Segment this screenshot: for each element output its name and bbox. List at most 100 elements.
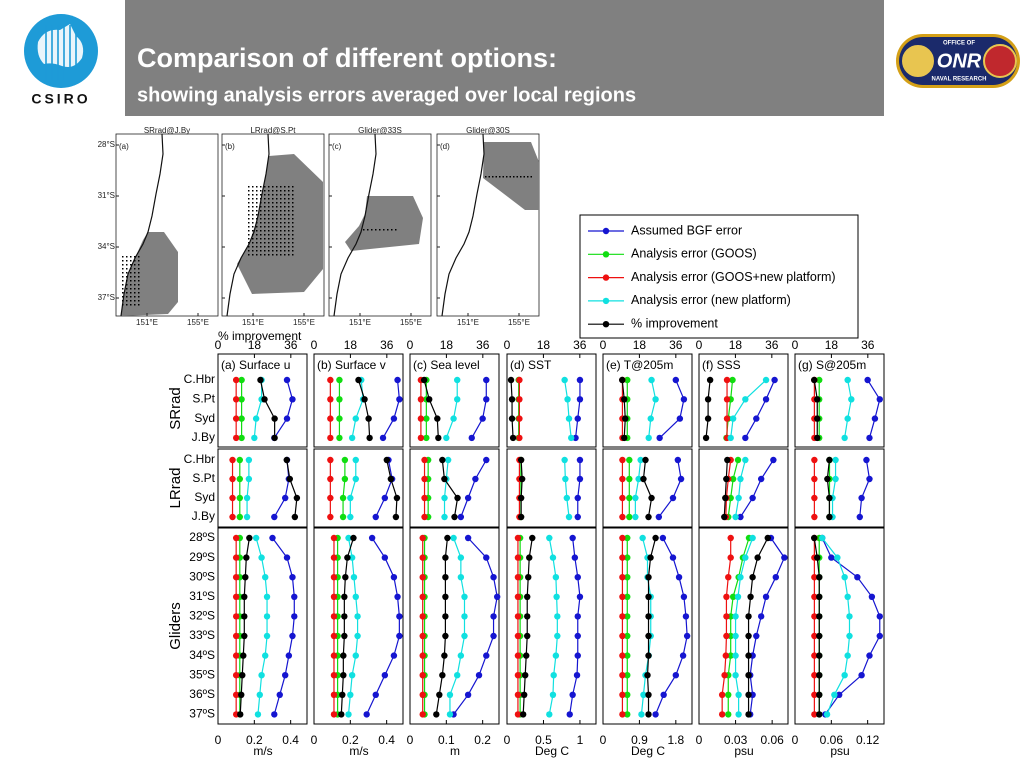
- profile-point: [811, 613, 818, 620]
- profile-point: [441, 513, 448, 521]
- profile-point: [549, 691, 557, 698]
- legend-marker: [602, 227, 610, 235]
- profile-point: [834, 554, 841, 561]
- profile-line: [727, 537, 750, 715]
- panel-frame: [602, 353, 693, 448]
- profile-point: [258, 554, 265, 561]
- profile-point: [446, 691, 454, 698]
- coastline: [441, 133, 485, 317]
- coastline: [226, 133, 270, 317]
- profile-point: [735, 711, 742, 718]
- profile-line: [435, 537, 449, 715]
- onr-logo: OFFICE OF ONR NAVAL RESEARCH: [896, 34, 1020, 88]
- profile-point: [341, 475, 349, 483]
- profile-point: [574, 613, 581, 620]
- profile-point: [816, 632, 823, 640]
- category-label: 36ºS: [189, 687, 215, 701]
- profile-line: [253, 380, 263, 438]
- panel-frame: [506, 527, 597, 725]
- top-tick-label: 36: [380, 338, 394, 352]
- profile-point: [637, 456, 644, 464]
- profile-point: [348, 434, 356, 442]
- profile-point: [734, 456, 742, 464]
- profile-line: [734, 537, 754, 715]
- obs-dot: [395, 229, 397, 231]
- obs-dot: [264, 246, 266, 248]
- profile-point: [454, 396, 461, 403]
- top-tick-label: 18: [825, 338, 839, 352]
- profile-point: [232, 613, 240, 620]
- obs-dot: [272, 254, 274, 256]
- profile-point: [381, 554, 389, 561]
- obs-dot: [268, 202, 270, 204]
- profile-point: [327, 415, 334, 422]
- profile-point: [749, 574, 756, 581]
- profile-point: [626, 475, 633, 483]
- profile-point: [624, 534, 631, 542]
- profile-point: [721, 513, 728, 521]
- obs-dot: [138, 276, 140, 278]
- obs-dot: [264, 230, 266, 232]
- obs-dot: [130, 288, 132, 290]
- profile-point: [238, 691, 245, 698]
- obs-dot: [276, 206, 278, 208]
- top-tick-label: 36: [765, 338, 779, 352]
- profile-point: [811, 513, 818, 521]
- profile-point: [461, 613, 468, 620]
- profile-point: [443, 434, 450, 442]
- obs-dot: [264, 210, 266, 212]
- obs-dot: [284, 230, 286, 232]
- obs-dot: [495, 176, 497, 178]
- profile-point: [238, 434, 245, 442]
- profile-point: [508, 415, 516, 422]
- profile-point: [339, 691, 346, 698]
- logo-lines: [45, 25, 77, 80]
- category-label: Syd: [194, 490, 215, 504]
- profile-point: [569, 691, 576, 698]
- profile-point: [293, 494, 301, 502]
- top-tick-label: 18: [440, 338, 454, 352]
- profile-point: [457, 554, 465, 561]
- profile-point: [639, 534, 646, 542]
- profile-point: [283, 376, 291, 384]
- map-region: [237, 154, 323, 294]
- profile-point: [232, 632, 240, 640]
- profile-point: [811, 534, 818, 542]
- obs-dot: [260, 242, 262, 244]
- profile-point: [652, 711, 659, 718]
- profile-line: [548, 537, 558, 715]
- top-tick-label: 18: [633, 338, 647, 352]
- profile-point: [444, 534, 451, 542]
- profile-point: [368, 534, 376, 542]
- profile-point: [546, 711, 553, 718]
- profile-point: [727, 434, 734, 442]
- obs-dot: [276, 242, 278, 244]
- obs-dot: [264, 198, 266, 200]
- obs-dot: [292, 198, 294, 200]
- obs-dot: [126, 260, 128, 262]
- obs-dot: [288, 234, 290, 236]
- obs-dot: [371, 229, 373, 231]
- obs-dot: [288, 190, 290, 192]
- category-label: Syd: [194, 411, 215, 425]
- obs-dot: [284, 234, 286, 236]
- obs-dot: [268, 246, 270, 248]
- category-label: C.Hbr: [184, 452, 215, 466]
- profile-point: [352, 456, 359, 464]
- profile-point: [256, 691, 263, 698]
- map-title: LRrad@S.Pt: [250, 126, 296, 135]
- profile-point: [441, 494, 448, 502]
- profile-point: [238, 415, 245, 422]
- profile-point: [624, 593, 631, 600]
- profile-point: [562, 475, 569, 483]
- profile-point: [354, 632, 361, 640]
- category-label: J.By: [192, 430, 215, 444]
- obs-dot: [280, 234, 282, 236]
- category-label: 30ºS: [189, 569, 215, 583]
- profile-point: [566, 711, 573, 718]
- profile-point: [516, 376, 523, 384]
- profile-point: [433, 711, 440, 718]
- profile-point: [348, 672, 356, 679]
- profile-point: [327, 396, 334, 403]
